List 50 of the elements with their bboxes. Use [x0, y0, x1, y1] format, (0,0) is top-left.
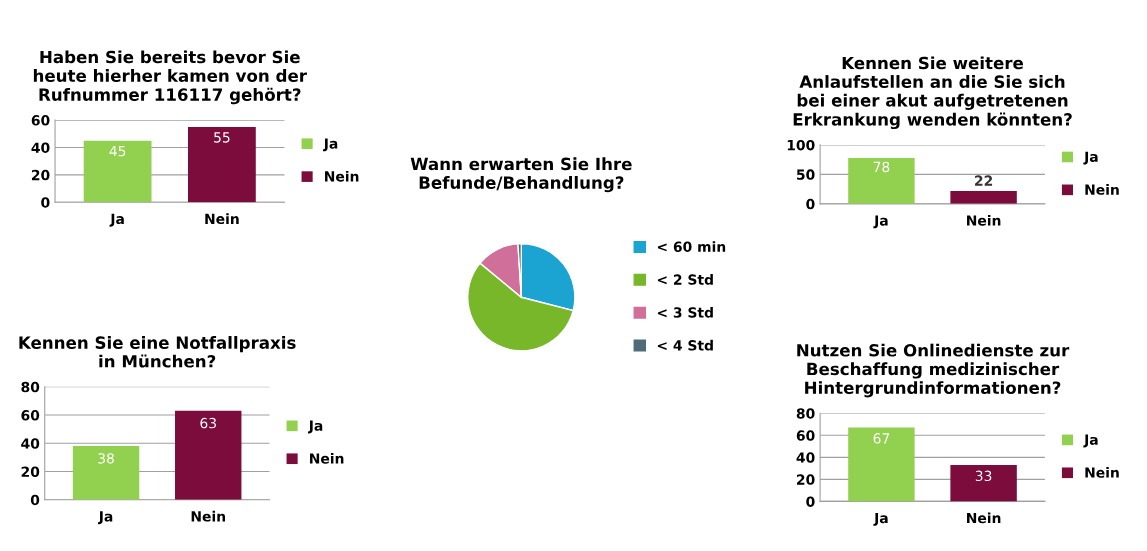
x-tick-label: Nein	[191, 510, 225, 522]
y-tick-label: 80	[796, 408, 815, 419]
y-tick-label: 20	[21, 466, 40, 477]
y-tick-label: 100	[787, 139, 815, 151]
x-tick-label: Ja	[98, 511, 113, 525]
y-tick-label: 40	[31, 142, 50, 153]
data-label: 63	[200, 417, 216, 429]
legend-label: Ja	[322, 138, 338, 152]
chart-title: Nutzen Sie Onlinedienste zur Beschaffung medizinischer Hintergrundinformationen?	[797, 343, 1070, 398]
y-tick-label: 0	[30, 494, 40, 506]
y-tick-label: 20	[31, 169, 50, 181]
x-tick-label: Nein	[205, 213, 239, 225]
y-tick-label: 60	[796, 430, 815, 441]
data-label: 55	[214, 132, 230, 143]
x-tick-label: Nein	[967, 214, 1001, 226]
chart-title: Kennen Sie eine Notfallpraxis in München?	[19, 336, 296, 368]
legend-label: Ja	[1083, 434, 1098, 448]
x-tick-label: Nein	[967, 512, 1001, 524]
y-tick-label: 0	[41, 197, 50, 208]
x-tick-label: Ja	[873, 215, 888, 229]
x-tick-label: Ja	[109, 213, 124, 227]
y-tick-label: 50	[796, 169, 815, 180]
legend-label: < 3 Std	[657, 306, 713, 318]
y-tick-label: 20	[797, 474, 815, 485]
data-label: 33	[975, 470, 992, 482]
legend-label: Nein	[1085, 184, 1119, 195]
legend-label: < 4 Std	[657, 339, 713, 351]
y-tick-label: 60	[21, 410, 40, 421]
y-tick-label: 0	[806, 198, 815, 210]
data-label: 38	[98, 453, 114, 464]
legend-label: < 60 min	[657, 241, 726, 252]
legend-label: Nein	[325, 170, 359, 182]
legend-label: Ja	[1083, 151, 1098, 165]
data-label: 22	[975, 175, 993, 186]
legend-label: Nein	[1085, 467, 1119, 478]
y-tick-label: 40	[21, 438, 40, 449]
chart-title: Kennen Sie weitere Anlaufstellen an die Sie sich bei einer akut aufgetretenen Erkrankung wenden könnten?	[793, 56, 1072, 130]
chart-title: Wann erwarten Sie Ihre Befunde/Behandlung?	[410, 157, 632, 193]
x-tick-label: Ja	[873, 512, 888, 526]
legend-label: Ja	[307, 420, 323, 434]
y-tick-label: 60	[31, 115, 50, 126]
legend-label: Nein	[310, 453, 344, 464]
y-tick-label: 40	[796, 452, 815, 463]
chart-title: Haben Sie bereits bevor Sie heute hierher kamen von der Rufnummer 116117 gehört?	[33, 50, 307, 105]
data-label: 45	[109, 146, 126, 157]
y-tick-label: 0	[806, 496, 815, 507]
y-tick-label: 80	[21, 381, 40, 393]
data-label: 67	[873, 433, 890, 444]
data-label: 78	[873, 161, 890, 173]
legend-label: < 2 Std	[657, 274, 713, 285]
